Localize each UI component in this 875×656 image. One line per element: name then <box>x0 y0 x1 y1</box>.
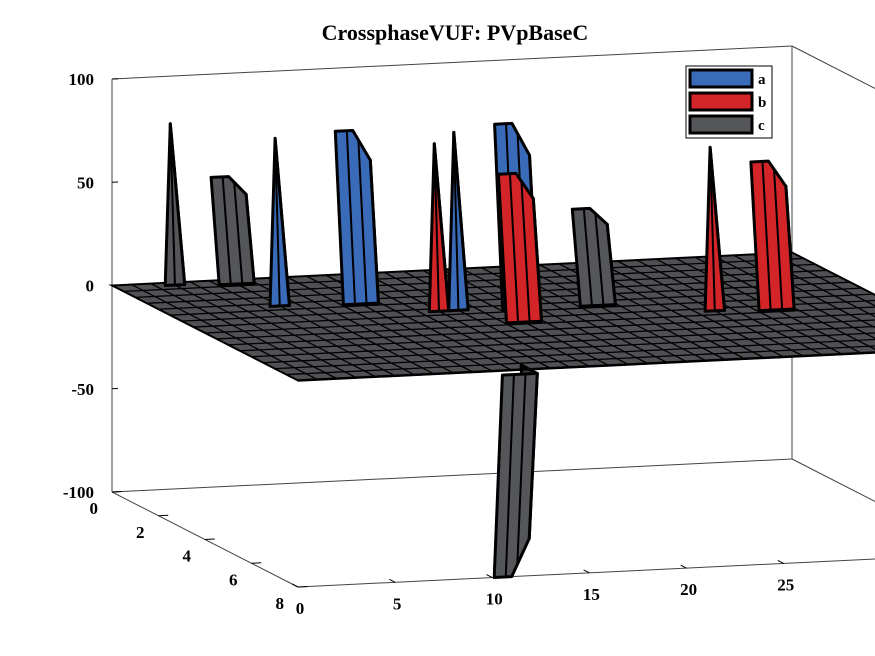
bar-b <box>703 145 726 313</box>
bar-face <box>570 206 617 308</box>
bar-edge <box>452 132 460 311</box>
y-tick-label: 0 <box>90 499 99 518</box>
bar-c <box>492 363 539 579</box>
bar-b <box>749 159 796 313</box>
legend-swatch-b <box>688 91 754 112</box>
grid-line-y <box>239 319 875 352</box>
bar-edge <box>274 138 281 306</box>
bar-edge <box>594 213 605 306</box>
y-tick-label: 2 <box>136 523 145 542</box>
bar-c <box>570 206 617 308</box>
bar-edge <box>773 169 784 310</box>
legend-label-c: c <box>758 118 765 134</box>
bar-edge <box>221 176 232 285</box>
legend-label-b: b <box>758 95 766 111</box>
bar-b <box>427 142 451 314</box>
bar-edge <box>761 161 772 311</box>
x-tick-mark <box>291 583 299 588</box>
grid-line-y <box>228 312 875 346</box>
x-tick-mark <box>583 569 590 574</box>
z-tick-label: -100 <box>63 483 94 502</box>
bar-face <box>496 171 543 325</box>
bar-face <box>333 129 380 307</box>
y-tick-label: 4 <box>183 547 192 566</box>
legend-label-a: a <box>758 72 766 88</box>
y-tick-label: 6 <box>229 570 238 589</box>
grid-line-y <box>263 332 875 364</box>
x-tick-label: 25 <box>777 575 794 594</box>
bar-face <box>163 122 187 287</box>
bar-edge <box>508 173 520 323</box>
bar-face <box>749 159 796 313</box>
bar-edge <box>345 130 356 305</box>
z-tick-label: 100 <box>69 70 95 89</box>
ground-plane-edge <box>297 351 875 382</box>
y-tick-label: 8 <box>276 594 285 613</box>
grid-line-y <box>274 338 875 370</box>
bar-a <box>268 136 291 308</box>
x-tick-label: 15 <box>583 585 600 604</box>
bar-a <box>333 129 380 307</box>
plot-area <box>108 121 875 579</box>
legend-swatch-a <box>688 68 754 89</box>
z-tick-label: -50 <box>71 380 94 399</box>
x-tick-label: 5 <box>393 594 402 613</box>
bar-edge <box>520 181 531 322</box>
axis-box-edge <box>791 45 875 89</box>
axis-box-edge <box>297 558 875 588</box>
axis-box-edge <box>111 45 793 80</box>
x-tick-label: 0 <box>296 599 305 618</box>
bar-face <box>447 130 470 313</box>
x-tick-label: 10 <box>486 590 503 609</box>
axis-box-edge <box>791 458 875 502</box>
grid-line-y <box>135 263 816 299</box>
bar-face <box>427 142 451 314</box>
x-tick-mark <box>389 578 396 583</box>
grid-line-y <box>216 306 875 340</box>
bar-edge <box>357 139 368 304</box>
bar-edge <box>709 147 716 311</box>
x-tick-label: 20 <box>680 580 697 599</box>
bar-edge <box>433 143 440 312</box>
bar-edge <box>516 373 527 565</box>
z-tick-label: 0 <box>86 277 95 296</box>
grid-line-y <box>286 345 875 376</box>
z-tick-label: 50 <box>77 173 94 192</box>
bar-edge <box>169 123 176 286</box>
bar-edge <box>504 374 515 577</box>
x-tick-mark <box>486 574 493 579</box>
bar-c <box>209 175 256 287</box>
x-tick-mark <box>680 564 687 569</box>
bar-c <box>163 122 187 287</box>
bar-edge <box>582 208 593 306</box>
legend-swatch-c <box>688 114 754 135</box>
bar-face <box>209 175 256 287</box>
axis-box-edge <box>111 458 793 493</box>
bar-a <box>447 130 470 313</box>
bar-face <box>492 371 539 579</box>
bar-edge <box>233 182 244 284</box>
legend: abc <box>685 65 773 139</box>
x-tick-mark <box>777 560 784 564</box>
bar-b <box>496 171 543 325</box>
grid-line-y <box>251 325 875 358</box>
chart-title: CrossphaseVUF: PVpBaseC <box>322 20 589 45</box>
